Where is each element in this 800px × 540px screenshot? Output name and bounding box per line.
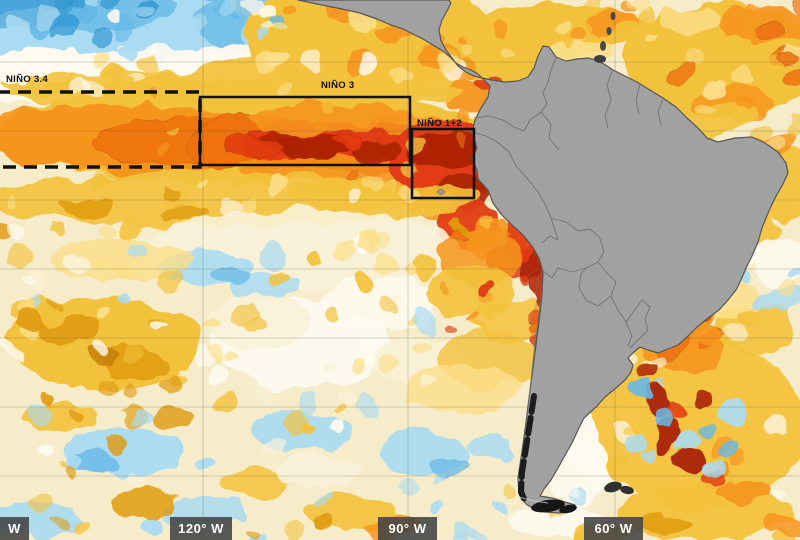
longitude-label-60w: 60° W	[584, 517, 643, 540]
nino12-label: NIÑO 1+2	[417, 118, 462, 129]
landmass-group	[297, 0, 789, 514]
country-borders	[471, 57, 664, 498]
nino-region-boxes	[0, 90, 476, 200]
central-america-landmass	[297, 0, 483, 79]
andes-mountains	[517, 393, 537, 506]
tierra-del-fuego-ridge-east	[559, 504, 577, 514]
offshore-island	[437, 189, 445, 195]
nino3-box	[198, 95, 412, 167]
nino12-box	[410, 127, 476, 200]
tierra-del-fuego-ridge	[531, 499, 565, 513]
falkland-islands-east	[620, 485, 634, 495]
nino34-label: NIÑO 3.4	[6, 74, 48, 85]
trinidad-island	[594, 55, 606, 63]
longitude-label-90w: 90° W	[378, 517, 437, 540]
south-america-landmass	[471, 45, 789, 514]
falkland-islands	[604, 481, 622, 493]
antilles-island-3	[610, 12, 616, 20]
longitude-label-120w: 120° W	[170, 517, 232, 540]
magellan-strait	[518, 496, 549, 504]
nino3-label: NIÑO 3	[321, 80, 355, 91]
longitude-label-150w: W	[0, 517, 29, 540]
antilles-island-1	[600, 41, 606, 51]
antilles-island-2	[606, 27, 612, 35]
